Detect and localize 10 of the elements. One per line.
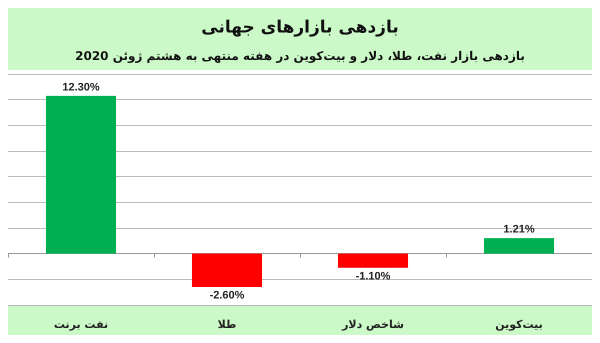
chart-subtitle: بازدهی بازار نفت، طلا، دلار و بیت‌کوین در هفته منتهی به هشتم ژوئن 2020 [75, 49, 525, 63]
x-tick-label: بیت‌کوین [495, 318, 543, 331]
x-tick-label: شاخص دلار [341, 318, 404, 331]
data-label: -2.60% [210, 290, 245, 302]
x-tick-label: طلا [218, 318, 236, 331]
data-label: 12.30% [62, 81, 100, 94]
data-label: -1.10% [356, 270, 391, 282]
chart-title: بازدهی بازارهای جهانی [201, 18, 399, 38]
x-tick-label: نفت برنت [54, 318, 108, 331]
data-label: 1.21% [503, 224, 535, 236]
